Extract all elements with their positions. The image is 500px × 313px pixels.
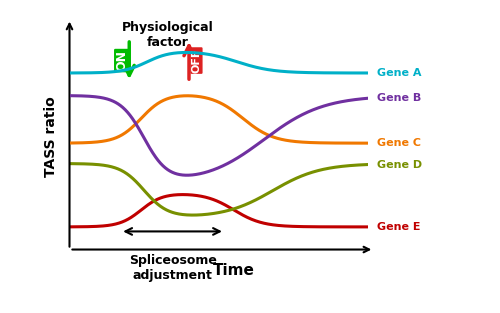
Text: TASS ratio: TASS ratio <box>44 96 58 177</box>
Text: Physiological
factor: Physiological factor <box>122 21 214 49</box>
Text: Gene A: Gene A <box>377 68 422 78</box>
Text: Gene C: Gene C <box>377 138 421 148</box>
Text: OFF: OFF <box>192 49 202 73</box>
Text: Gene D: Gene D <box>377 160 422 170</box>
Text: Gene E: Gene E <box>377 222 420 232</box>
Text: ON: ON <box>116 50 128 71</box>
Text: Gene B: Gene B <box>377 93 422 103</box>
Text: Time: Time <box>213 263 254 278</box>
Text: Spliceosome
adjustment: Spliceosome adjustment <box>128 254 216 282</box>
